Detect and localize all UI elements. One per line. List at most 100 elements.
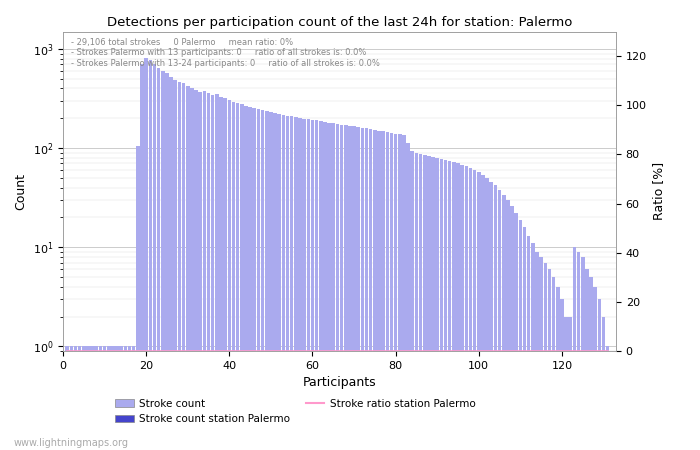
Bar [186, 86, 190, 450]
Bar [74, 346, 77, 450]
Bar [311, 120, 314, 450]
Bar [602, 317, 606, 450]
Title: Detections per participation count of the last 24h for station: Palermo: Detections per participation count of th… [107, 16, 572, 29]
Bar [360, 128, 364, 450]
Bar [390, 133, 393, 450]
Bar [448, 161, 452, 450]
Bar [281, 115, 285, 450]
Bar [128, 346, 132, 450]
Bar [373, 130, 377, 450]
Bar [182, 83, 186, 450]
Bar [157, 68, 160, 450]
Bar [581, 257, 584, 450]
Bar [356, 127, 360, 450]
Bar [564, 317, 568, 450]
Bar [198, 91, 202, 450]
Bar [94, 346, 98, 450]
Bar [547, 269, 551, 450]
Bar [174, 80, 177, 450]
Bar [477, 172, 481, 450]
Bar [78, 346, 81, 450]
Bar [116, 346, 119, 450]
Bar [402, 135, 406, 450]
Bar [540, 257, 543, 450]
Bar [82, 346, 85, 450]
Bar [473, 170, 477, 450]
Bar [178, 81, 181, 450]
Bar [527, 236, 531, 450]
Bar [382, 131, 385, 450]
Bar [440, 159, 443, 450]
Bar [328, 122, 331, 450]
Bar [223, 98, 227, 450]
Bar [144, 58, 148, 450]
Bar [419, 153, 422, 450]
Bar [485, 178, 489, 450]
Text: www.lightningmaps.org: www.lightningmaps.org [14, 437, 129, 447]
Bar [435, 158, 439, 450]
Bar [469, 168, 472, 450]
Y-axis label: Count: Count [14, 173, 27, 210]
Text: - 29,106 total strokes     0 Palermo     mean ratio: 0%
- Strokes Palermo with 1: - 29,106 total strokes 0 Palermo mean ra… [71, 38, 380, 68]
Bar [215, 94, 218, 450]
Bar [236, 104, 239, 450]
Bar [481, 175, 484, 450]
Bar [543, 263, 547, 450]
Bar [69, 346, 73, 450]
Bar [286, 116, 289, 450]
Bar [132, 346, 136, 450]
Bar [219, 97, 223, 450]
Bar [332, 123, 335, 450]
Bar [523, 227, 526, 450]
Bar [111, 346, 115, 450]
Bar [510, 206, 514, 450]
X-axis label: Participants: Participants [302, 376, 377, 389]
Bar [598, 299, 601, 450]
Bar [202, 91, 206, 450]
Bar [456, 163, 460, 450]
Bar [228, 100, 231, 450]
Bar [452, 162, 456, 450]
Bar [494, 185, 497, 450]
Bar [585, 269, 589, 450]
Bar [461, 165, 464, 450]
Bar [427, 156, 430, 450]
Bar [261, 110, 265, 450]
Y-axis label: Ratio [%]: Ratio [%] [652, 162, 666, 220]
Bar [206, 93, 210, 450]
Bar [568, 317, 572, 450]
Bar [315, 121, 318, 450]
Bar [577, 252, 580, 450]
Bar [498, 190, 501, 450]
Bar [489, 181, 493, 450]
Bar [573, 248, 576, 450]
Bar [248, 107, 252, 450]
Bar [99, 346, 102, 450]
Bar [465, 166, 468, 450]
Bar [365, 128, 368, 450]
Bar [406, 143, 410, 450]
Bar [211, 95, 214, 450]
Bar [589, 277, 593, 450]
Bar [240, 104, 244, 450]
Bar [232, 102, 235, 450]
Bar [244, 106, 248, 450]
Legend: Stroke count, Stroke count station Palermo, Stroke ratio station Palermo: Stroke count, Stroke count station Paler… [111, 395, 480, 428]
Bar [290, 116, 293, 450]
Bar [65, 346, 69, 450]
Bar [120, 346, 123, 450]
Bar [298, 117, 302, 450]
Bar [344, 125, 347, 450]
Bar [273, 113, 276, 450]
Bar [431, 157, 435, 450]
Bar [340, 125, 343, 450]
Bar [444, 160, 447, 450]
Bar [90, 346, 94, 450]
Bar [161, 71, 164, 450]
Bar [148, 60, 152, 450]
Bar [124, 346, 127, 450]
Bar [594, 287, 597, 450]
Bar [552, 277, 555, 450]
Bar [169, 77, 173, 450]
Bar [386, 132, 389, 450]
